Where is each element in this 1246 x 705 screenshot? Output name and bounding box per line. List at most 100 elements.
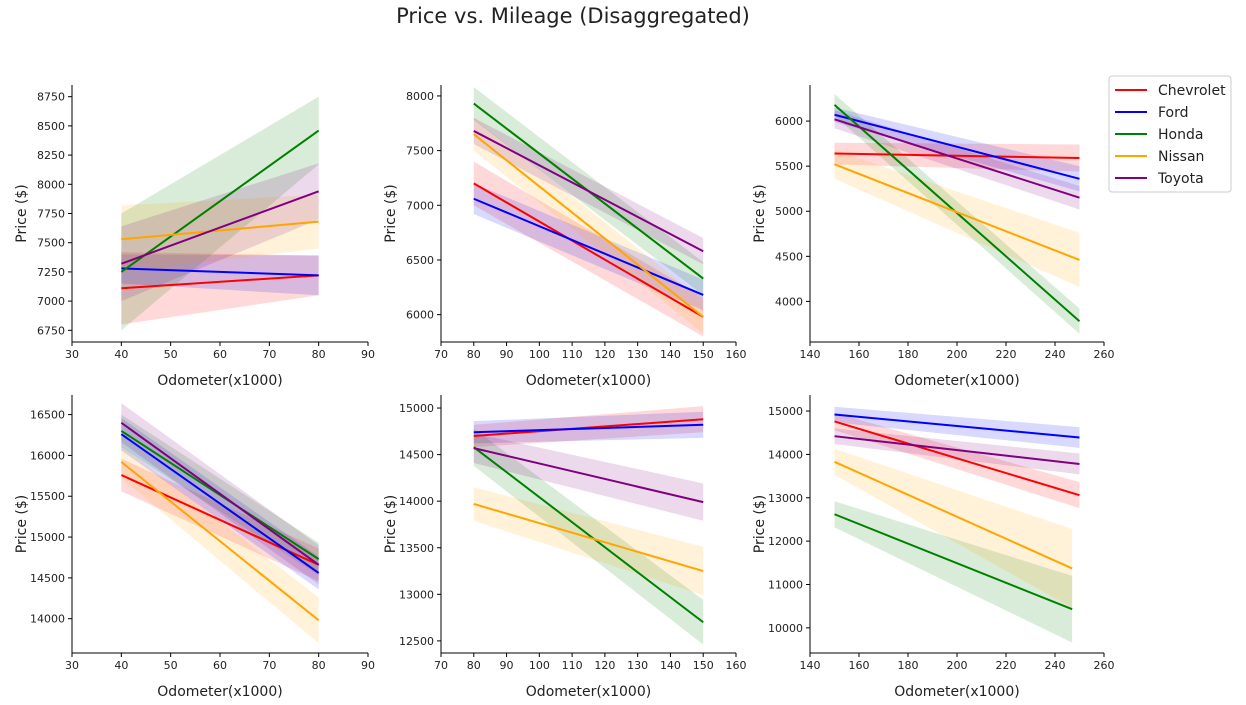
line-ford bbox=[834, 413, 1080, 439]
y-axis-label: Price ($) bbox=[383, 184, 399, 242]
x-tick-label: 150 bbox=[693, 659, 714, 672]
x-tick-label: 130 bbox=[627, 348, 648, 361]
x-tick-label: 140 bbox=[800, 348, 821, 361]
x-tick-label: 80 bbox=[312, 348, 326, 361]
y-axis-label: Price ($) bbox=[752, 184, 768, 242]
y-axis-label: Price ($) bbox=[752, 495, 768, 553]
x-tick-label: 160 bbox=[726, 348, 747, 361]
line-chevrolet bbox=[121, 274, 319, 290]
y-tick-label: 6500 bbox=[406, 254, 434, 267]
x-axis-label: Odometer(x1000) bbox=[157, 373, 282, 389]
line-nissan bbox=[834, 460, 1073, 570]
y-tick-label: 13500 bbox=[399, 542, 434, 555]
legend-label-chevrolet: Chevrolet bbox=[1158, 83, 1226, 99]
y-tick-label: 13000 bbox=[768, 492, 803, 505]
y-tick-label: 7500 bbox=[406, 145, 434, 158]
band-ford bbox=[834, 107, 1080, 192]
y-tick-label: 7000 bbox=[406, 199, 434, 212]
y-tick-label: 7750 bbox=[37, 208, 65, 221]
y-tick-label: 5000 bbox=[775, 205, 803, 218]
x-tick-label: 90 bbox=[361, 348, 375, 361]
x-axis-label: Odometer(x1000) bbox=[157, 684, 282, 700]
x-tick-label: 120 bbox=[594, 348, 615, 361]
subplot-2: 70 80 90 100 110 120 130 140 150 160 6000 6500 7000 7… bbox=[383, 85, 747, 389]
x-tick-label: 260 bbox=[1094, 659, 1115, 672]
line-toyota bbox=[473, 130, 704, 253]
x-tick-label: 160 bbox=[849, 348, 870, 361]
band-honda bbox=[121, 96, 319, 331]
y-tick-label: 6000 bbox=[775, 115, 803, 128]
x-tick-label: 110 bbox=[562, 348, 583, 361]
y-axis-label: Price ($) bbox=[14, 184, 30, 242]
line-honda bbox=[120, 129, 320, 273]
x-tick-label: 160 bbox=[849, 659, 870, 672]
band-nissan bbox=[834, 149, 1080, 287]
y-tick-label: 8000 bbox=[406, 90, 434, 103]
line-nissan bbox=[473, 503, 704, 572]
y-tick-label: 4000 bbox=[775, 295, 803, 308]
line-ford bbox=[834, 113, 1080, 180]
x-tick-label: 70 bbox=[434, 348, 448, 361]
x-tick-label: 100 bbox=[529, 659, 550, 672]
y-tick-label: 10000 bbox=[768, 622, 803, 635]
legend-frame bbox=[1108, 75, 1232, 193]
x-tick-label: 80 bbox=[312, 659, 326, 672]
y-tick-label: 14500 bbox=[30, 572, 65, 585]
subplot-6: 140 160 180 200 220 240 260 10000 11000 12000 1300… bbox=[752, 395, 1115, 700]
x-tick-label: 80 bbox=[467, 659, 481, 672]
y-tick-label: 6000 bbox=[406, 309, 434, 322]
subplot-3: 140 160 180 200 220 240 260 4000 4500 5000 5500 600… bbox=[752, 85, 1115, 389]
subplot-1: 30 40 50 60 70 80 90 6750 7000 7250 7500 7750 8000 82… bbox=[14, 85, 375, 389]
legend-label-honda: Honda bbox=[1158, 127, 1203, 143]
line-toyota bbox=[473, 447, 704, 504]
legend-label-nissan: Nissan bbox=[1158, 149, 1204, 165]
y-tick-label: 7500 bbox=[37, 237, 65, 250]
x-tick-label: 60 bbox=[213, 659, 227, 672]
x-tick-label: 40 bbox=[114, 348, 128, 361]
figure-title: Price vs. Mileage (Disaggregated) bbox=[396, 4, 750, 28]
band-nissan bbox=[121, 445, 319, 644]
x-tick-label: 140 bbox=[660, 348, 681, 361]
x-tick-label: 90 bbox=[500, 348, 514, 361]
band-chevrolet bbox=[834, 412, 1080, 509]
band-ford bbox=[834, 406, 1080, 448]
y-tick-label: 12000 bbox=[768, 535, 803, 548]
line-nissan bbox=[473, 133, 704, 318]
x-tick-label: 160 bbox=[726, 659, 747, 672]
legend: Chevrolet Ford Honda Nissan Toyota bbox=[1108, 75, 1232, 193]
x-tick-label: 200 bbox=[947, 348, 968, 361]
line-toyota bbox=[120, 421, 320, 566]
y-tick-label: 14000 bbox=[30, 613, 65, 626]
y-axis-label: Price ($) bbox=[383, 495, 399, 553]
x-tick-label: 80 bbox=[467, 348, 481, 361]
line-toyota bbox=[834, 435, 1080, 465]
band-nissan bbox=[121, 194, 319, 272]
line-ford bbox=[473, 423, 704, 434]
y-axis-label: Price ($) bbox=[14, 495, 30, 553]
legend-label-toyota: Toyota bbox=[1157, 171, 1204, 187]
x-tick-label: 70 bbox=[434, 659, 448, 672]
y-tick-label: 16500 bbox=[30, 409, 65, 422]
y-tick-label: 4500 bbox=[775, 250, 803, 263]
x-tick-label: 180 bbox=[898, 659, 919, 672]
x-tick-label: 240 bbox=[1045, 348, 1066, 361]
line-chevrolet bbox=[834, 152, 1080, 160]
x-tick-label: 220 bbox=[996, 659, 1017, 672]
y-tick-label: 8500 bbox=[37, 120, 65, 133]
y-tick-label: 5500 bbox=[775, 160, 803, 173]
line-ford bbox=[121, 267, 319, 277]
x-tick-label: 120 bbox=[594, 659, 615, 672]
y-tick-label: 15000 bbox=[30, 531, 65, 544]
x-tick-label: 90 bbox=[361, 659, 375, 672]
y-tick-label: 12500 bbox=[399, 635, 434, 648]
line-toyota bbox=[834, 118, 1080, 199]
y-tick-label: 7000 bbox=[37, 295, 65, 308]
y-tick-label: 6750 bbox=[37, 324, 65, 337]
band-toyota bbox=[473, 433, 704, 521]
x-tick-label: 70 bbox=[262, 659, 276, 672]
band-toyota bbox=[834, 110, 1080, 210]
x-tick-label: 220 bbox=[996, 348, 1017, 361]
legend-label-ford: Ford bbox=[1158, 105, 1189, 121]
